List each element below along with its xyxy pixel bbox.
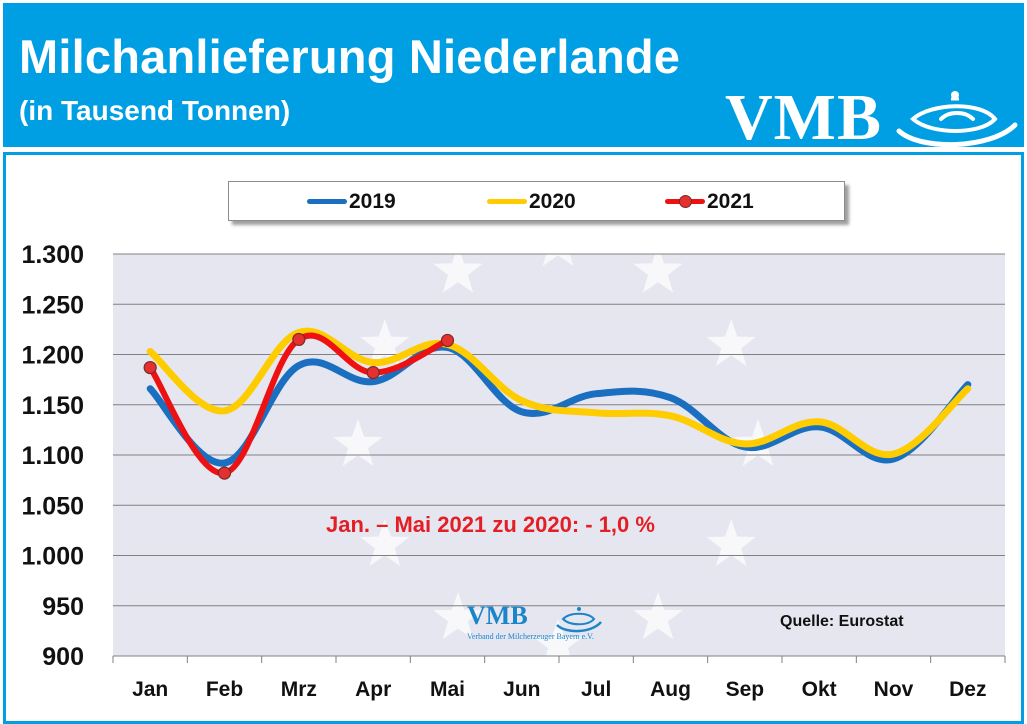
watermark-tagline: Verband der Milcherzeuger Bayern e.V. [467,632,594,641]
change-annotation: Jan. – Mai 2021 zu 2020: - 1,0 % [326,512,655,537]
x-tick-label: Feb [206,678,243,701]
x-tick-label: Okt [802,678,837,701]
x-tick-label: Mrz [281,678,317,701]
y-axis-labels: 900 950 1.000 1.050 1.100 1.150 1.200 1.250 1.30… [21,241,84,671]
x-tick-label: Apr [355,678,391,701]
legend-label-2020: 2020 [529,190,576,213]
y-tick-label: 1.000 [21,543,84,571]
watermark-swirl-icon [556,607,602,633]
x-tick-label: Mai [430,678,465,701]
eu-star-icon [433,245,483,293]
eu-star-icon [333,419,383,466]
y-tick-label: 1.100 [21,442,84,470]
x-tick-label: Jan [132,678,168,701]
x-axis-labels: Jan Feb Mrz Apr Mai Jun Jul Aug Sep Okt Nov Dez [132,678,986,701]
eu-star-icon [706,519,756,566]
legend-label-2021: 2021 [707,190,754,213]
x-tick-label: Dez [949,678,986,701]
x-tick-label: Jun [503,678,540,701]
watermark-logo: VMB [467,601,528,630]
x-tick-label: Aug [650,678,691,701]
x-axis-ticks [112,656,1006,663]
vmb-logo: VMB [725,81,882,154]
y-tick-label: 1.150 [21,392,84,420]
eu-star-icon [433,592,483,640]
series-layer [143,327,972,480]
y-tick-label: 1.300 [21,241,84,269]
legend-marker-2021 [679,195,692,208]
x-tick-label: Nov [874,678,914,701]
x-tick-label: Sep [726,678,765,701]
data-point-2021 [292,332,306,347]
eu-star-icon [706,319,756,366]
legend-swatch-2019 [307,199,347,204]
y-tick-label: 1.050 [21,492,84,520]
source-note: Quelle: Eurostat [780,613,904,630]
y-tick-label: 950 [42,593,84,621]
page-subtitle: (in Tausend Tonnen) [19,95,291,126]
y-tick-label: 1.250 [21,291,84,319]
x-tick-label: Jul [581,678,611,701]
eu-star-icon [533,219,583,266]
data-point-2021 [366,365,380,380]
legend-swatch-2020 [487,199,527,204]
eu-star-icon [360,319,410,366]
eu-star-icon [633,245,683,293]
header-banner: Milchanlieferung Niederlande (in Tausend… [3,3,1024,151]
series-line-2019 [146,343,972,467]
series-line-2021 [147,332,451,477]
page-title: Milchanlieferung Niederlande [19,30,681,83]
legend: 2019 2020 2021 [228,181,845,221]
eu-star-icon [360,519,410,566]
y-tick-label: 1.200 [21,342,84,370]
legend-label-2019: 2019 [349,190,396,213]
data-point-2021 [217,466,232,480]
vmb-swirl-icon [896,91,1018,148]
series-line-2020 [146,327,972,459]
eu-star-icon [633,592,683,640]
data-point-2021 [440,333,455,348]
data-point-2021 [143,360,157,375]
y-tick-label: 900 [42,643,84,671]
eu-star-icon [533,619,583,666]
